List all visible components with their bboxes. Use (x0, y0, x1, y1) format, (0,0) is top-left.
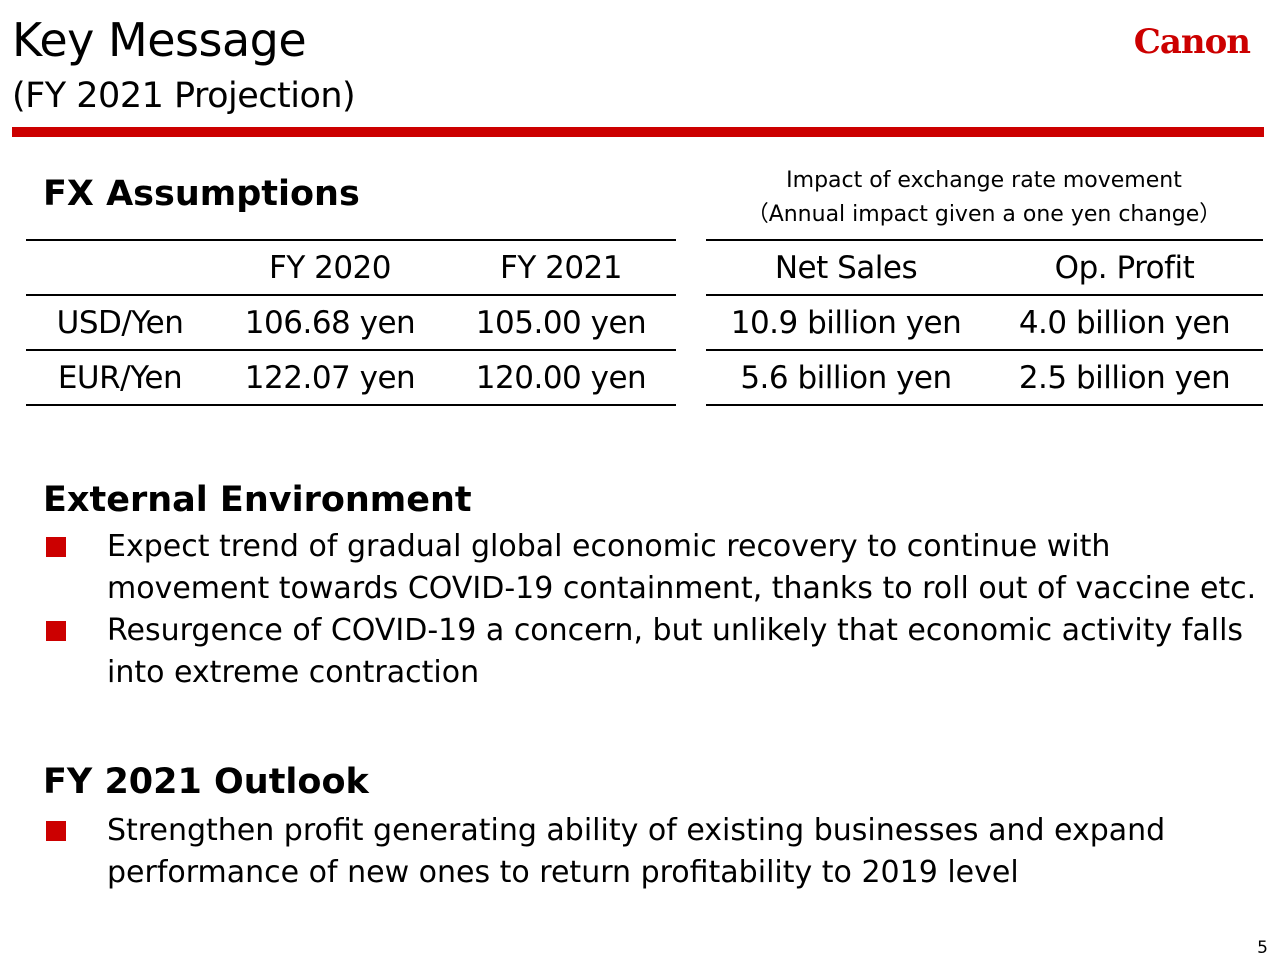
column-header: Op. Profit (986, 239, 1263, 296)
column-header (26, 239, 214, 296)
page-number: 5 (1257, 938, 1268, 958)
external-environment-heading: External Environment (43, 480, 472, 520)
page-subtitle: (FY 2021 Projection) (12, 76, 356, 116)
impact-note-line1: Impact of exchange rate movement (786, 168, 1182, 193)
currency-pair: EUR/Yen (26, 350, 214, 406)
outlook-heading: FY 2021 Outlook (43, 762, 369, 802)
table-row: USD/Yen 106.68 yen 105.00 yen (26, 295, 676, 351)
bullet-text: Resurgence of COVID-19 a concern, but un… (107, 613, 1244, 690)
table-cell: 122.07 yen (214, 350, 446, 406)
table-row: EUR/Yen 122.07 yen 120.00 yen (26, 350, 676, 406)
canon-logo: Canon (1133, 22, 1251, 62)
bullet-text: Strengthen profit generating ability of … (107, 813, 1166, 890)
list-item: Expect trend of gradual global economic … (43, 526, 1263, 610)
table-cell: 10.9 billion yen (706, 295, 986, 351)
table-cell: 105.00 yen (446, 295, 676, 351)
table-row: 10.9 billion yen 4.0 billion yen (706, 295, 1263, 351)
table-header-row: Net Sales Op. Profit (706, 239, 1263, 296)
table-cell: 120.00 yen (446, 350, 676, 406)
table-cell: 4.0 billion yen (986, 295, 1263, 351)
table-cell: 106.68 yen (214, 295, 446, 351)
table-cell: 2.5 billion yen (986, 350, 1263, 406)
bullet-text: Expect trend of gradual global economic … (107, 529, 1257, 606)
list-item: Resurgence of COVID-19 a concern, but un… (43, 610, 1263, 694)
table-row: 5.6 billion yen 2.5 billion yen (706, 350, 1263, 406)
table-header-row: FY 2020 FY 2021 (26, 239, 676, 296)
square-bullet-icon (46, 537, 66, 557)
fx-assumptions-table: FY 2020 FY 2021 USD/Yen 106.68 yen 105.0… (26, 239, 676, 406)
impact-note: Impact of exchange rate movement （Annual… (706, 164, 1262, 232)
column-header: Net Sales (706, 239, 986, 296)
column-header: FY 2021 (446, 239, 676, 296)
impact-note-line2: （Annual impact given a one yen change） (746, 202, 1222, 227)
external-environment-list: Expect trend of gradual global economic … (43, 526, 1263, 694)
header-divider (12, 127, 1264, 137)
column-header: FY 2020 (214, 239, 446, 296)
square-bullet-icon (46, 821, 66, 841)
table-cell: 5.6 billion yen (706, 350, 986, 406)
fx-impact-table: Net Sales Op. Profit 10.9 billion yen 4.… (706, 239, 1263, 406)
page-title: Key Message (12, 13, 307, 67)
list-item: Strengthen profit generating ability of … (43, 810, 1263, 894)
outlook-list: Strengthen profit generating ability of … (43, 810, 1263, 894)
fx-assumptions-heading: FX Assumptions (43, 174, 360, 214)
currency-pair: USD/Yen (26, 295, 214, 351)
square-bullet-icon (46, 621, 66, 641)
